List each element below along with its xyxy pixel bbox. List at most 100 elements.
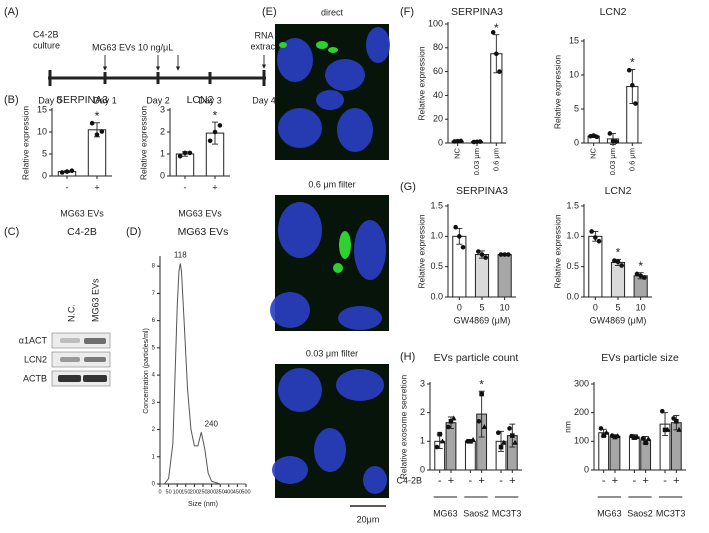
- day-label: Day 1: [93, 95, 117, 105]
- data-point: [498, 252, 504, 257]
- y-tick-label: 1.0: [566, 231, 579, 241]
- data-point: [634, 271, 640, 277]
- data-point: [439, 438, 446, 444]
- data-point: [615, 259, 621, 265]
- data-point: [593, 235, 598, 240]
- y-tick-label: 3: [420, 378, 425, 388]
- data-point: [638, 273, 643, 279]
- x-tick-label: 400: [224, 489, 233, 495]
- data-point: [630, 82, 635, 88]
- data-point: [460, 244, 466, 250]
- data-point: [437, 431, 442, 437]
- data-point: [642, 275, 647, 280]
- x-tick-label: MC3T3: [492, 508, 522, 518]
- timeline: C4-2B culture MG63 EVs 10 ng/μL RNA extr…: [33, 29, 278, 105]
- data-point: [634, 434, 640, 440]
- x-tick-label: NC: [453, 147, 462, 158]
- scale-label: 20μm: [357, 514, 380, 524]
- y-tick-label: 2: [152, 427, 156, 433]
- x-axis-label: MG63 EVs: [178, 208, 222, 218]
- blot-title: C4-2B: [67, 226, 97, 238]
- series-label: +: [478, 475, 484, 487]
- data-point: [434, 444, 440, 450]
- y-tick-label: 0.0: [430, 291, 443, 301]
- data-point: [470, 436, 476, 442]
- bar: [609, 435, 621, 471]
- start-label: culture: [33, 40, 60, 50]
- y-axis-label: Relative expression: [138, 106, 148, 180]
- y-tick-label: 40: [433, 90, 443, 100]
- significance: *: [213, 108, 218, 122]
- data-point: [626, 67, 632, 73]
- band: [84, 338, 106, 344]
- series-label: +: [509, 475, 515, 487]
- data-point: [664, 426, 671, 432]
- chart-title: MG63 EVs: [178, 226, 229, 238]
- data-point: [645, 436, 652, 442]
- x-tick-label: 250: [198, 489, 207, 495]
- y-tick-label: 300: [574, 378, 589, 388]
- x-tick-label: MC3T3: [656, 508, 686, 518]
- x-tick-label: 300: [207, 489, 216, 495]
- data-point: [89, 120, 95, 126]
- bar: [610, 261, 626, 298]
- y-tick-label: 0.5: [566, 261, 579, 271]
- panel-label: (F): [400, 6, 414, 18]
- band: [60, 338, 80, 343]
- x-axis-label: Size (nm): [188, 501, 218, 508]
- data-point: [659, 408, 665, 414]
- data-point: [612, 258, 617, 263]
- data-point: [483, 255, 488, 260]
- bar: [474, 254, 490, 298]
- x-tick-label: 150: [181, 489, 190, 495]
- panel-label: (A): [4, 6, 19, 18]
- data-point: [217, 123, 223, 128]
- y-tick-label: 7: [152, 291, 156, 297]
- end-label: RNA: [254, 30, 273, 40]
- y-tick-label: 5: [574, 103, 579, 113]
- y-axis-label: Relative expression: [20, 106, 30, 180]
- data-point: [64, 169, 70, 174]
- lane-label: MG63 EVs: [90, 278, 100, 322]
- x-tick-label: 100: [173, 489, 182, 495]
- data-point: [601, 433, 606, 438]
- y-axis-label: Relative expression: [552, 214, 562, 288]
- y-tick-label: 15: [37, 104, 47, 114]
- blot-strip: [51, 332, 111, 349]
- data-point: [498, 444, 504, 450]
- series-label: -: [499, 475, 503, 487]
- data-point: [481, 424, 488, 429]
- data-point: [589, 229, 594, 234]
- data-point: [187, 150, 193, 156]
- y-axis-label: nm: [562, 421, 572, 433]
- y-axis-label: Concentration (particles/ml): [143, 328, 150, 414]
- y-tick-label: 3: [160, 104, 165, 114]
- row-label: C4-2B: [396, 475, 422, 485]
- data-point: [674, 418, 679, 424]
- image-title: 0.6 μm filter: [308, 179, 355, 189]
- y-tick-label: 1: [160, 148, 165, 158]
- chart-title: SERPINA3: [56, 94, 108, 106]
- data-point: [182, 150, 188, 156]
- end-label: extract: [250, 41, 278, 51]
- panel-label: (G): [400, 181, 416, 193]
- x-tick-label: 0.03 μm: [472, 148, 481, 175]
- x-tick-label: 0: [593, 302, 598, 312]
- x-tick-label: 10: [500, 302, 510, 312]
- y-tick-label: 80: [433, 42, 443, 52]
- bar: [598, 432, 610, 471]
- x-tick-label: Saos2: [627, 508, 653, 518]
- data-point: [490, 30, 496, 35]
- series-label: +: [612, 475, 618, 487]
- data-point: [596, 238, 602, 244]
- x-axis-label: MG63 EVs: [60, 208, 104, 218]
- data-point: [94, 132, 100, 137]
- band: [83, 375, 107, 382]
- y-tick-label: 6: [152, 318, 156, 324]
- series-label: +: [448, 475, 454, 487]
- y-tick-label: 8: [152, 264, 156, 270]
- data-point: [477, 139, 483, 144]
- data-point: [99, 129, 105, 134]
- data-point: [676, 426, 682, 432]
- series-label: -: [438, 475, 442, 487]
